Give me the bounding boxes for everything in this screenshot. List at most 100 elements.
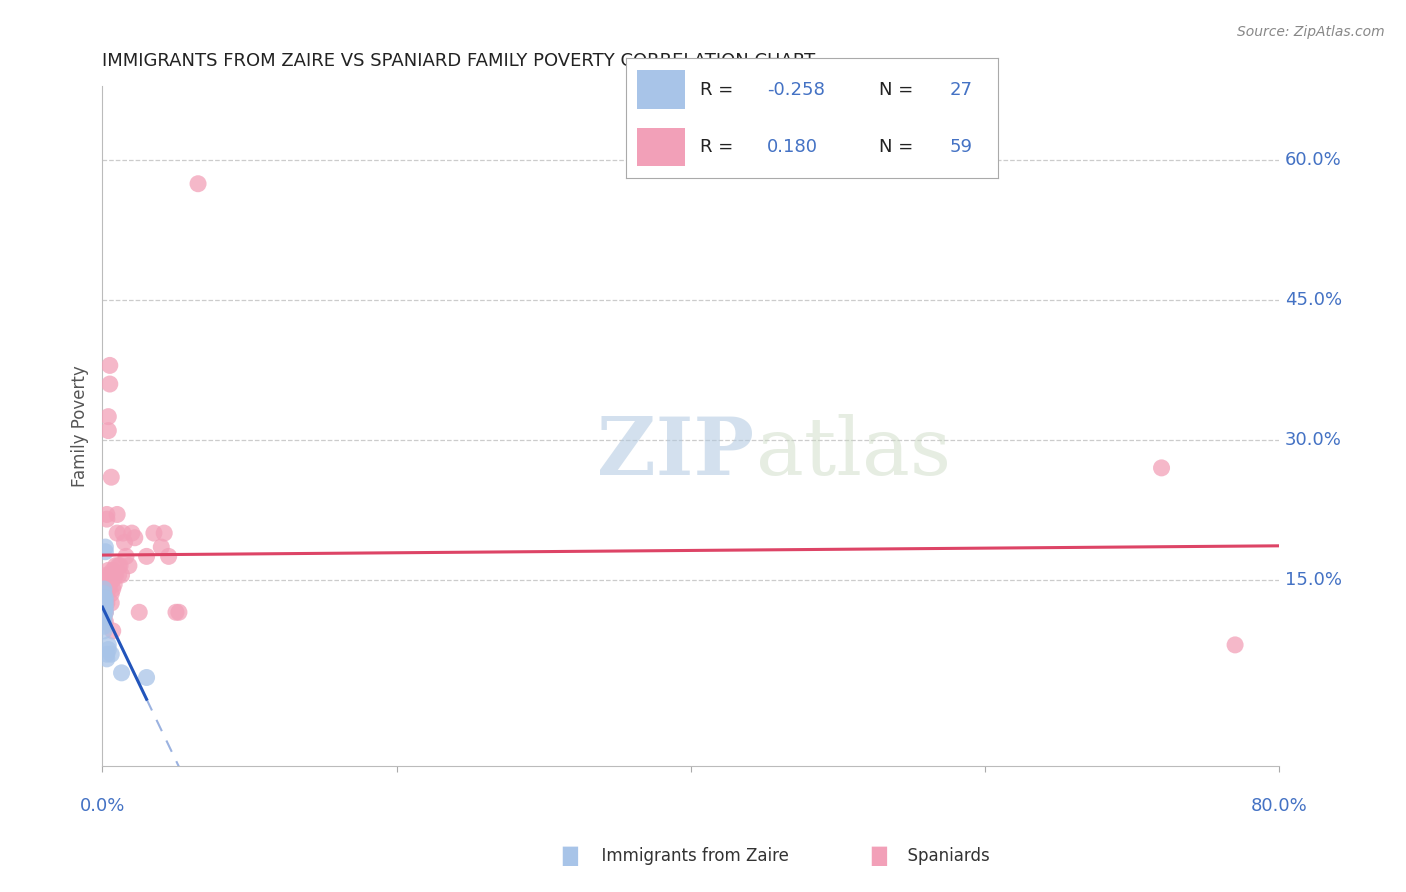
Point (93, 615, 115, 629)
Point (96, 577, 118, 591)
Point (93, 582, 115, 596)
Text: IMMIGRANTS FROM ZAIRE VS SPANIARD FAMILY POVERTY CORRELATION CHART: IMMIGRANTS FROM ZAIRE VS SPANIARD FAMILY… (103, 53, 815, 70)
Text: Immigrants from Zaire: Immigrants from Zaire (591, 847, 789, 865)
Point (114, 535, 136, 549)
Text: R =: R = (700, 81, 740, 100)
Point (97, 424, 120, 438)
Point (96, 568, 118, 582)
Point (93, 582, 115, 596)
Text: 80.0%: 80.0% (1251, 797, 1308, 814)
Text: 0.180: 0.180 (768, 138, 818, 156)
Point (105, 508, 128, 522)
Point (100, 470, 122, 484)
Point (93, 587, 115, 601)
Point (96, 596, 118, 610)
Point (107, 558, 129, 573)
Point (93, 610, 115, 624)
Text: R =: R = (700, 138, 745, 156)
Point (1223, 638, 1246, 652)
Point (103, 577, 125, 591)
Point (128, 605, 150, 619)
Point (101, 624, 124, 638)
Point (98, 577, 121, 591)
Point (187, 177, 209, 191)
Point (93, 624, 115, 638)
Point (124, 531, 146, 545)
Point (97, 573, 120, 587)
Point (167, 605, 190, 619)
Point (98, 377, 121, 392)
Point (96, 512, 118, 526)
Text: ZIP: ZIP (596, 414, 754, 492)
Point (103, 568, 125, 582)
Point (135, 671, 157, 685)
Bar (637, 70, 685, 109)
Point (98, 568, 121, 582)
Point (97, 563, 120, 577)
Point (94, 587, 117, 601)
Point (165, 605, 187, 619)
Text: 27: 27 (950, 81, 973, 100)
Point (94, 615, 117, 629)
Point (93, 600, 115, 615)
Text: Spaniards: Spaniards (897, 847, 990, 865)
Point (108, 558, 131, 573)
Point (93, 619, 115, 633)
Point (101, 563, 124, 577)
Point (98, 359, 121, 373)
Text: atlas: atlas (755, 414, 950, 492)
Point (94, 545, 117, 559)
Text: 60.0%: 60.0% (1285, 152, 1341, 169)
Point (91, 591, 114, 606)
Point (96, 647, 118, 661)
Point (93, 605, 115, 619)
Text: █: █ (562, 847, 576, 866)
Point (91, 605, 114, 619)
Point (100, 647, 122, 661)
Point (110, 568, 132, 582)
Point (94, 596, 117, 610)
Text: 0.0%: 0.0% (80, 797, 125, 814)
Text: 15.0%: 15.0% (1285, 571, 1343, 589)
Point (142, 526, 165, 541)
Point (153, 526, 176, 541)
Point (93, 596, 115, 610)
Point (94, 605, 117, 619)
Point (150, 540, 173, 554)
Point (104, 568, 127, 582)
Point (94, 600, 117, 615)
Point (94, 591, 117, 606)
Point (101, 573, 124, 587)
Point (93, 591, 115, 606)
Text: Source: ZipAtlas.com: Source: ZipAtlas.com (1237, 25, 1385, 39)
Point (107, 568, 129, 582)
Point (100, 587, 122, 601)
Point (91, 591, 114, 606)
Point (94, 596, 117, 610)
Point (121, 526, 143, 541)
Point (97, 638, 120, 652)
Point (135, 549, 157, 564)
Point (97, 409, 120, 424)
Point (118, 558, 141, 573)
Point (93, 596, 115, 610)
Point (96, 587, 118, 601)
Text: █: █ (872, 847, 886, 866)
Point (96, 652, 118, 666)
Y-axis label: Family Poverty: Family Poverty (72, 365, 89, 487)
Point (97, 642, 120, 657)
Point (105, 526, 128, 541)
Point (157, 549, 180, 564)
Text: 30.0%: 30.0% (1285, 431, 1341, 449)
Point (91, 600, 114, 615)
Point (100, 596, 122, 610)
Point (94, 605, 117, 619)
Text: N =: N = (879, 81, 920, 100)
Point (110, 665, 132, 680)
Point (115, 549, 138, 564)
Point (104, 558, 127, 573)
Text: -0.258: -0.258 (768, 81, 825, 100)
Text: 59: 59 (950, 138, 973, 156)
Bar (637, 128, 685, 166)
Point (96, 508, 118, 522)
